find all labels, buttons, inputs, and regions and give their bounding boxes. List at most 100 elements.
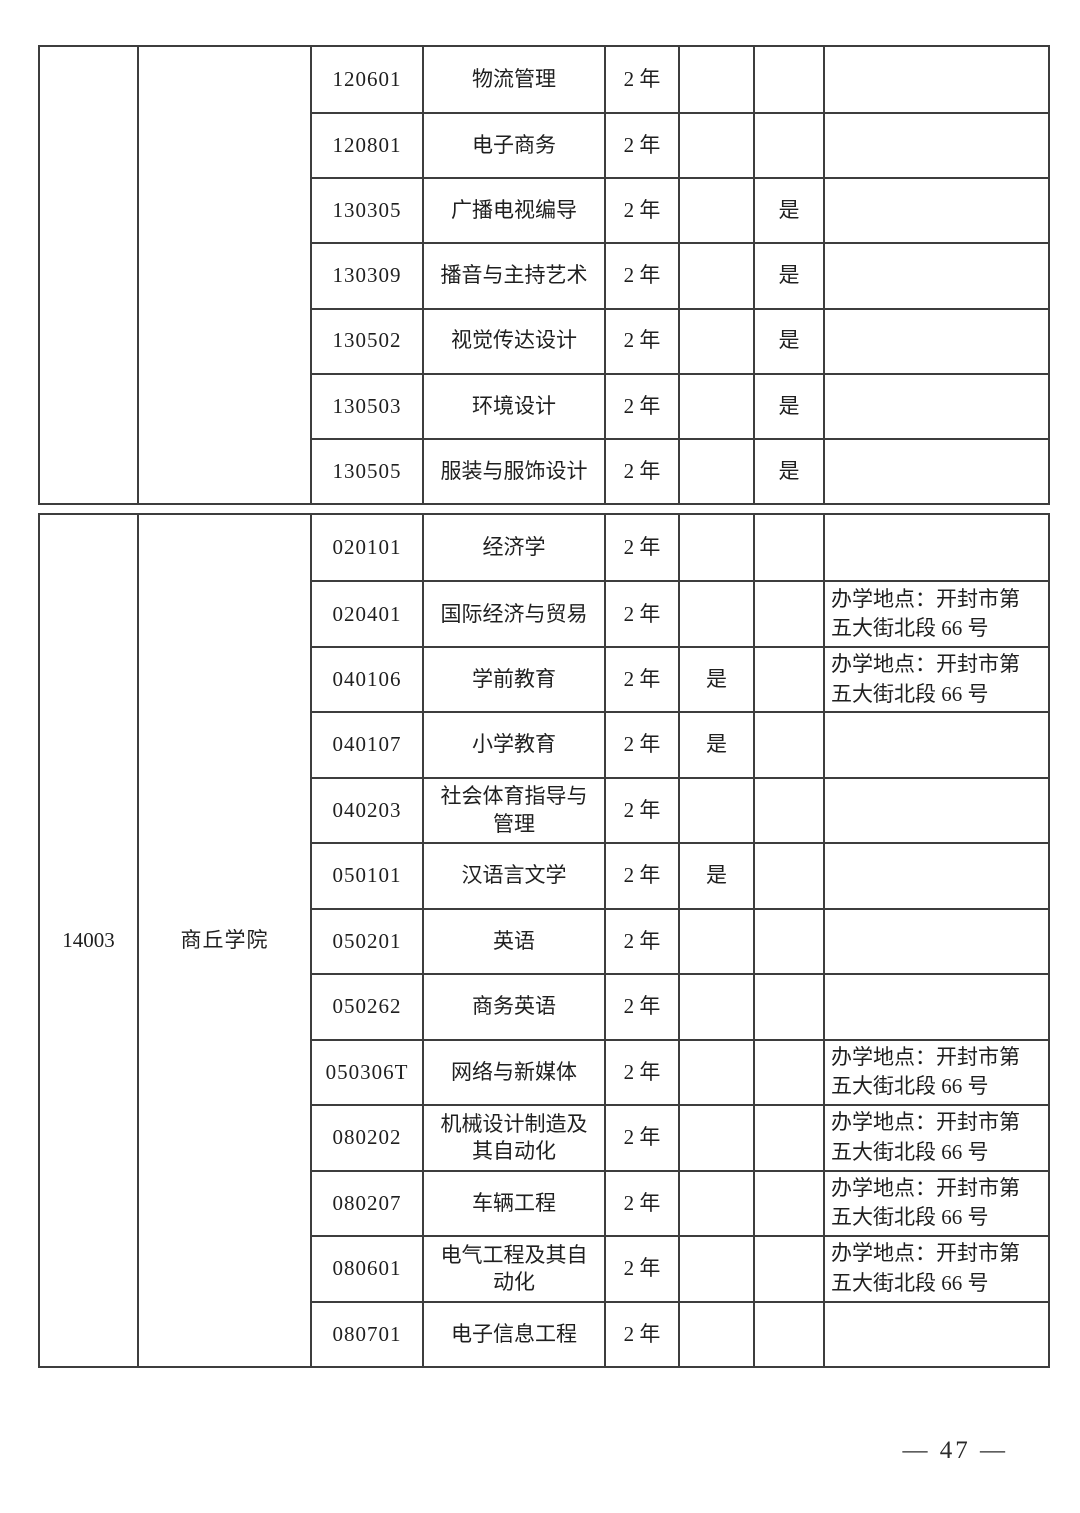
note-cell <box>823 372 1048 438</box>
duration-cell: 2 年 <box>604 515 678 581</box>
major-name-cell: 社会体育指导与管理 <box>422 776 604 843</box>
flag2-cell <box>753 776 823 843</box>
note-cell <box>823 47 1048 113</box>
duration-cell: 2 年 <box>604 307 678 373</box>
flag1-cell: 是 <box>678 645 753 712</box>
flag1-cell: 是 <box>678 711 753 777</box>
flag2-cell <box>753 1038 823 1105</box>
flag1-cell <box>678 580 753 646</box>
note-cell <box>823 307 1048 373</box>
major-name-cell: 物流管理 <box>422 47 604 113</box>
major-code-cell: 040106 <box>310 645 422 712</box>
note-cell: 办学地点：开封市第五大街北段 66 号 <box>823 1169 1048 1236</box>
major-code-cell: 040203 <box>310 776 422 843</box>
school-name-cell <box>137 47 310 503</box>
major-code-cell: 020401 <box>310 580 422 646</box>
flag2-cell <box>753 842 823 908</box>
major-name-cell: 环境设计 <box>422 372 604 438</box>
flag1-cell <box>678 973 753 1039</box>
duration-cell: 2 年 <box>604 1104 678 1170</box>
major-code-cell: 080202 <box>310 1104 422 1170</box>
major-code-cell: 120801 <box>310 112 422 178</box>
note-cell <box>823 842 1048 908</box>
major-code-cell: 130309 <box>310 242 422 308</box>
flag1-cell <box>678 776 753 843</box>
note-cell <box>823 1300 1048 1366</box>
note-cell <box>823 711 1048 777</box>
note-cell <box>823 973 1048 1039</box>
duration-cell: 2 年 <box>604 1038 678 1105</box>
school-name-cell: 商丘学院 <box>137 515 310 1366</box>
major-name-cell: 车辆工程 <box>422 1169 604 1236</box>
flag2-cell <box>753 112 823 178</box>
major-name-cell: 经济学 <box>422 515 604 581</box>
flag2-cell <box>753 47 823 113</box>
major-code-cell: 130305 <box>310 177 422 243</box>
flag1-cell <box>678 515 753 581</box>
flag1-cell <box>678 1169 753 1236</box>
major-name-cell: 国际经济与贸易 <box>422 580 604 646</box>
major-code-cell: 130502 <box>310 307 422 373</box>
duration-cell: 2 年 <box>604 973 678 1039</box>
note-cell <box>823 515 1048 581</box>
flag2-cell <box>753 907 823 974</box>
major-name-cell: 广播电视编导 <box>422 177 604 243</box>
school-table-block-continued: 120601 物流管理 2 年 120801 电子商务 2 年 130305 广播电视编导 2 … <box>38 45 1050 505</box>
flag2-cell: 是 <box>753 437 823 503</box>
school-code-cell <box>40 47 137 503</box>
school-code-cell: 14003 <box>62 927 115 952</box>
major-name-cell: 汉语言文学 <box>422 842 604 908</box>
note-cell <box>823 776 1048 843</box>
major-name-cell: 视觉传达设计 <box>422 307 604 373</box>
duration-cell: 2 年 <box>604 437 678 503</box>
note-cell: 办学地点：开封市第五大街北段 66 号 <box>823 1104 1048 1170</box>
duration-cell: 2 年 <box>604 242 678 308</box>
flag1-cell <box>678 47 753 113</box>
flag2-cell <box>753 973 823 1039</box>
major-name-cell: 机械设计制造及其自动化 <box>422 1104 604 1170</box>
flag2-cell <box>753 580 823 646</box>
flag1-cell <box>678 1038 753 1105</box>
flag2-cell <box>753 645 823 712</box>
duration-cell: 2 年 <box>604 177 678 243</box>
flag2-cell: 是 <box>753 177 823 243</box>
flag1-cell <box>678 907 753 974</box>
duration-cell: 2 年 <box>604 907 678 974</box>
duration-cell: 2 年 <box>604 112 678 178</box>
major-code-cell: 050262 <box>310 973 422 1039</box>
note-cell: 办学地点：开封市第五大街北段 66 号 <box>823 580 1048 646</box>
major-code-cell: 020101 <box>310 515 422 581</box>
flag1-cell <box>678 177 753 243</box>
flag2-cell <box>753 1235 823 1301</box>
major-code-cell: 040107 <box>310 711 422 777</box>
duration-cell: 2 年 <box>604 1169 678 1236</box>
note-cell <box>823 437 1048 503</box>
note-cell <box>823 242 1048 308</box>
major-code-cell: 120601 <box>310 47 422 113</box>
note-cell: 办学地点：开封市第五大街北段 66 号 <box>823 1235 1048 1301</box>
flag1-cell <box>678 1235 753 1301</box>
flag2-cell: 是 <box>753 307 823 373</box>
major-code-cell: 050201 <box>310 907 422 974</box>
note-cell <box>823 112 1048 178</box>
flag2-cell <box>753 711 823 777</box>
major-name-cell: 服装与服饰设计 <box>422 437 604 503</box>
flag1-cell <box>678 112 753 178</box>
flag2-cell <box>753 1104 823 1170</box>
note-cell <box>823 177 1048 243</box>
page-number: — 47 — <box>902 1437 1008 1464</box>
duration-cell: 2 年 <box>604 776 678 843</box>
major-name-cell: 电子信息工程 <box>422 1300 604 1366</box>
flag1-cell <box>678 1300 753 1366</box>
major-code-cell: 130505 <box>310 437 422 503</box>
duration-cell: 2 年 <box>604 580 678 646</box>
duration-cell: 2 年 <box>604 372 678 438</box>
school-table-block-14003: 14003 商丘学院 020101 经济学 2 年 020401 国际经济与贸易 2 年办… <box>38 513 1050 1368</box>
duration-cell: 2 年 <box>604 1235 678 1301</box>
flag1-cell <box>678 437 753 503</box>
flag2-cell <box>753 1169 823 1236</box>
major-name-cell: 英语 <box>422 907 604 974</box>
major-name-cell: 电气工程及其自动化 <box>422 1235 604 1301</box>
flag1-cell <box>678 372 753 438</box>
